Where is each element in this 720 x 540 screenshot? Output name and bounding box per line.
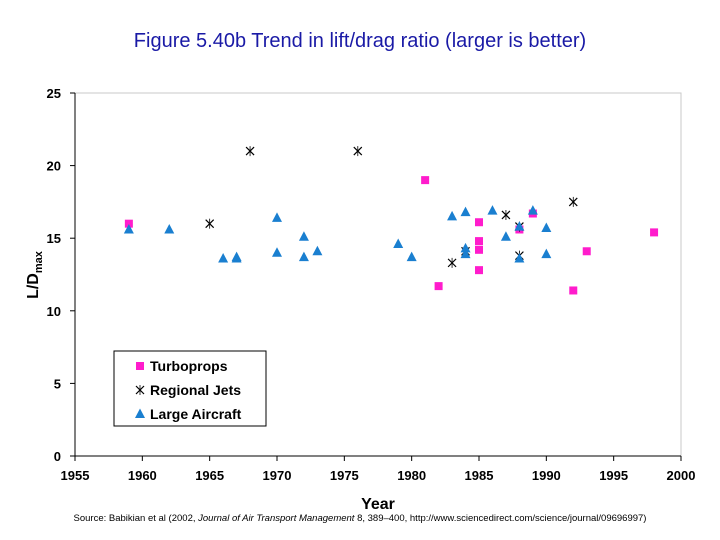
source-text-before: Source: Babikian et al (2002, xyxy=(73,513,199,524)
x-axis-label: Year xyxy=(361,496,395,513)
large-aircraft-point xyxy=(527,205,538,215)
x-tick-label: 1960 xyxy=(128,468,157,483)
large-aircraft-point xyxy=(447,210,458,221)
turboprops-point xyxy=(475,237,483,246)
axes: 1955 1960 1965 1970 1975 1980 1985 1990 1995 2000… xyxy=(47,86,696,483)
regional-jets-point xyxy=(353,146,363,157)
source-note: Source: Babikian et al (2002, Journal of… xyxy=(0,513,720,524)
y-axis-label-sub: max xyxy=(33,250,45,273)
chart-title: Figure 5.40b Trend in lift/drag ratio (l… xyxy=(133,30,587,52)
large-aircraft-point xyxy=(298,231,309,241)
turboprops-point xyxy=(650,228,659,237)
large-aircraft-point xyxy=(541,248,552,259)
large-aircraft-point xyxy=(123,223,134,234)
large-aircraft-point xyxy=(406,251,417,262)
large-aircraft-point xyxy=(541,222,552,233)
large-aircraft-point xyxy=(460,206,471,217)
svg-text:L/Dmax: L/Dmax xyxy=(25,250,45,299)
turboprops-point xyxy=(582,247,591,256)
large-aircraft-point xyxy=(312,245,323,256)
x-tick-label: 1995 xyxy=(599,468,628,483)
turboprops-point xyxy=(434,282,443,291)
large-aircraft-point xyxy=(500,231,511,241)
x-tick-label: 1985 xyxy=(465,468,494,483)
x-tick-label: 1965 xyxy=(195,468,224,483)
large-aircraft-point xyxy=(272,247,282,257)
regional-jets-point xyxy=(501,209,511,220)
turboprops-point xyxy=(569,286,578,295)
y-axis-label: L/Dmax xyxy=(25,250,45,299)
turboprops-point xyxy=(475,218,483,227)
y-tick-label: 5 xyxy=(54,376,61,391)
data-marks xyxy=(123,146,659,295)
large-aircraft-point xyxy=(460,242,471,253)
large-aircraft-point xyxy=(393,238,404,249)
turboprops-point xyxy=(124,219,133,228)
legend-marker-large-aircraft xyxy=(135,408,145,418)
x-tick-label: 1975 xyxy=(330,468,359,483)
y-tick-label: 0 xyxy=(54,449,61,464)
large-aircraft-point xyxy=(218,253,229,263)
large-aircraft-point xyxy=(272,212,282,222)
large-aircraft-point xyxy=(460,248,471,259)
y-tick-label: 10 xyxy=(47,304,61,319)
large-aircraft-point xyxy=(298,251,309,262)
legend-marker-regional-jets xyxy=(135,385,145,395)
x-tick-label: 1990 xyxy=(532,468,561,483)
y-tick-label: 20 xyxy=(47,159,61,174)
legend-marker-turboprops xyxy=(136,362,144,370)
large-aircraft-point xyxy=(514,253,525,263)
large-aircraft-point xyxy=(164,223,175,234)
large-aircraft-point xyxy=(487,205,498,215)
regional-jets-point xyxy=(568,196,578,207)
large-aircraft-point xyxy=(231,251,242,262)
turboprops-point xyxy=(421,176,430,185)
y-tick-label: 15 xyxy=(47,231,61,246)
legend-label-regional-jets: Regional Jets xyxy=(150,382,241,398)
turboprops-point xyxy=(475,245,483,254)
legend-label-turboprops: Turboprops xyxy=(150,358,228,374)
y-tick-label: 25 xyxy=(47,86,61,101)
regional-jets-point xyxy=(447,257,457,268)
y-axis-label-main: L/D xyxy=(25,273,42,299)
legend: Turboprops Regional Jets Large Aircraft xyxy=(113,350,267,427)
turboprops-point xyxy=(475,266,483,275)
large-aircraft-point xyxy=(514,221,525,231)
x-tick-label: 1970 xyxy=(263,468,292,483)
source-journal: Journal of Air Transport Management xyxy=(198,513,355,524)
x-tick-label: 1980 xyxy=(397,468,426,483)
source-text-after: 8, 389–400, http://www.sciencedirect.com… xyxy=(354,513,647,524)
regional-jets-point xyxy=(205,218,215,229)
x-tick-label: 1955 xyxy=(61,468,90,483)
x-tick-label: 2000 xyxy=(667,468,696,483)
regional-jets-point xyxy=(245,146,255,157)
legend-label-large-aircraft: Large Aircraft xyxy=(150,406,242,422)
